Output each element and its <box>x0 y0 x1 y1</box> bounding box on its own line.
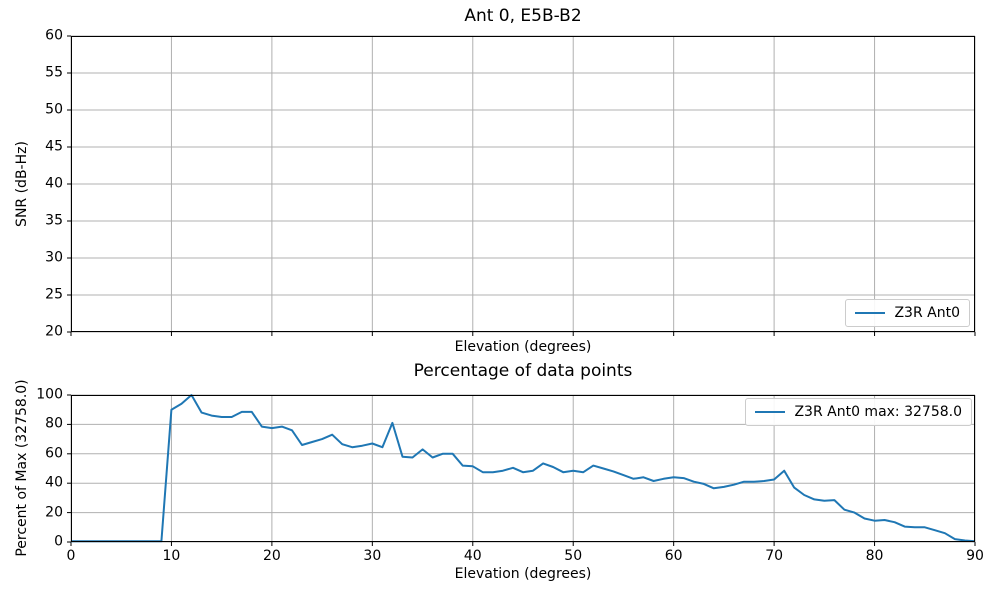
y-tick-label: 0 <box>54 533 63 550</box>
top-chart-title: Ant 0, E5B-B2 <box>464 6 582 26</box>
bottom-chart-x-axis-label: Elevation (degrees) <box>454 566 592 582</box>
legend-line-sample-icon <box>855 312 886 314</box>
x-tick-label: 80 <box>865 548 884 564</box>
bottom-chart-title: Percentage of data points <box>413 361 633 381</box>
x-tick-label: 60 <box>664 548 683 564</box>
x-tick-label: 10 <box>162 548 181 564</box>
bottom-chart-legend: Z3R Ant0 max: 32758.0 <box>745 398 972 426</box>
y-tick-label: 20 <box>45 504 63 521</box>
y-tick-label: 55 <box>45 64 63 81</box>
y-tick-label: 80 <box>45 415 63 432</box>
y-tick-label: 45 <box>45 138 63 155</box>
y-tick-label: 60 <box>45 27 63 44</box>
bottom-chart-legend-label: Z3R Ant0 max: 32758.0 <box>794 404 962 420</box>
y-tick-label: 25 <box>45 286 63 303</box>
top-chart-legend: Z3R Ant0 <box>845 299 970 327</box>
x-tick-label: 0 <box>66 548 76 564</box>
top-plot-area <box>67 35 976 336</box>
y-tick-label: 30 <box>45 249 63 266</box>
legend-line-sample-icon <box>755 411 786 413</box>
x-tick-label: 50 <box>564 548 583 564</box>
x-tick-label: 70 <box>765 548 784 564</box>
y-tick-label: 100 <box>36 386 63 403</box>
y-tick-label: 20 <box>45 323 63 340</box>
y-tick-label: 50 <box>45 101 63 118</box>
bottom-plot-area <box>67 394 976 546</box>
top-chart-x-axis-label: Elevation (degrees) <box>454 339 592 355</box>
x-tick-label: 30 <box>363 548 382 564</box>
x-tick-label: 20 <box>262 548 281 564</box>
top-chart-y-axis-label: SNR (dB-Hz) <box>14 141 30 227</box>
x-tick-label: 90 <box>966 548 984 564</box>
x-tick-label: 40 <box>463 548 482 564</box>
y-tick-label: 35 <box>45 212 63 229</box>
y-tick-label: 40 <box>45 175 63 192</box>
y-tick-label: 40 <box>45 474 63 491</box>
y-tick-label: 60 <box>45 445 63 462</box>
bottom-chart-y-axis-label: Percent of Max (32758.0) <box>14 379 30 557</box>
top-chart-legend-label: Z3R Ant0 <box>894 305 960 321</box>
